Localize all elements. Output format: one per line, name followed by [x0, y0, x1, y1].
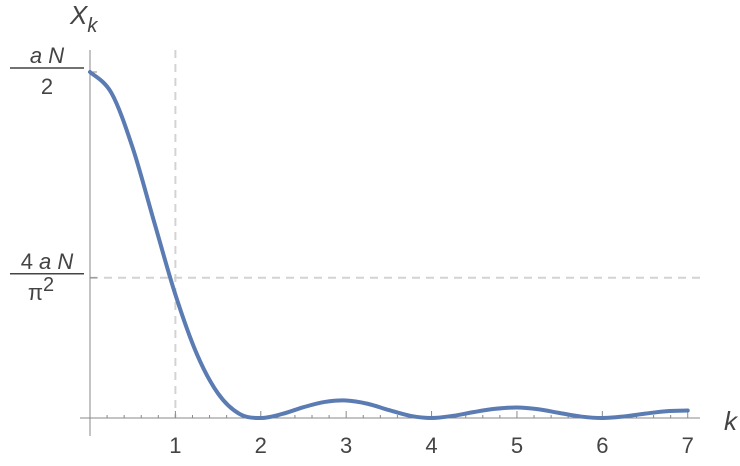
y-axis-label-sub: k: [87, 15, 98, 37]
y-axis-label-main: X: [69, 0, 89, 30]
x-tick-label: 2: [255, 433, 267, 458]
x-tick-label: 6: [596, 433, 608, 458]
axes: [80, 50, 700, 436]
denominator-main: π: [28, 280, 43, 305]
series-line: [88, 70, 690, 421]
x-ticks: 1 2 3 4 5 6 7: [169, 411, 694, 458]
x-tick-label: 4: [425, 433, 437, 458]
x-tick-label: 3: [340, 433, 352, 458]
x-tick-label: 5: [511, 433, 523, 458]
y-axis-label: Xk: [69, 0, 98, 37]
y-tick-numerator: 4 a N: [21, 249, 74, 274]
y-tick-label: 4 a Nπ2: [10, 249, 84, 305]
y-ticks: a N24 a Nπ2: [10, 43, 97, 305]
denominator-sup: 2: [43, 274, 54, 296]
x-tick-label: 1: [169, 433, 181, 458]
numerator-italic: a N: [39, 249, 73, 274]
y-tick-numerator: a N: [30, 43, 64, 68]
y-tick-denominator: 2: [41, 74, 53, 99]
numerator-prefix: 4: [21, 249, 39, 274]
numerator-italic: a N: [30, 43, 64, 68]
y-tick-denominator: π2: [28, 274, 54, 305]
x-tick-label: 7: [682, 433, 694, 458]
series: [88, 70, 690, 421]
y-tick-label: a N 2: [10, 43, 84, 99]
x-axis-label: k: [724, 406, 739, 436]
reference-lines: [90, 50, 700, 418]
denominator-main: 2: [41, 74, 53, 99]
